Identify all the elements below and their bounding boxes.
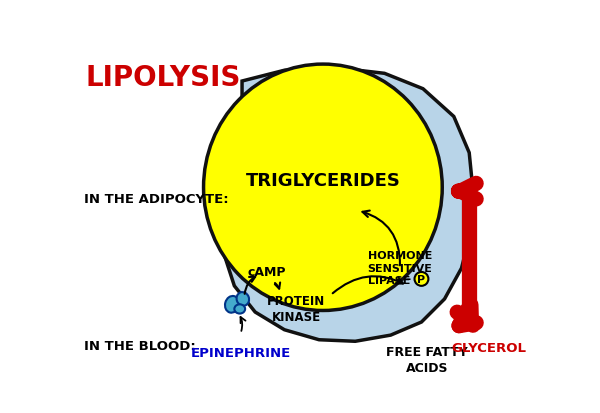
Text: LIPOLYSIS: LIPOLYSIS [86,63,241,91]
Text: TRIGLYCERIDES: TRIGLYCERIDES [245,171,400,189]
Circle shape [415,272,428,286]
Text: HORMONE
SENSITIVE
LIPASE: HORMONE SENSITIVE LIPASE [368,251,433,285]
Ellipse shape [235,304,245,314]
Text: GLYCEROL: GLYCEROL [451,341,526,354]
Ellipse shape [203,65,442,311]
Polygon shape [221,69,473,342]
Text: P: P [418,274,425,284]
Text: –: – [404,273,410,286]
Text: PROTEIN
KINASE: PROTEIN KINASE [267,294,325,323]
Ellipse shape [225,296,239,313]
Text: FREE FATTY
ACIDS: FREE FATTY ACIDS [386,345,468,374]
Text: IN THE ADIPOCYTE:: IN THE ADIPOCYTE: [84,193,229,206]
Text: IN THE BLOOD:: IN THE BLOOD: [84,339,196,352]
Text: EPINEPHRINE: EPINEPHRINE [190,347,290,359]
Ellipse shape [236,292,249,306]
Text: cAMP: cAMP [247,266,286,279]
